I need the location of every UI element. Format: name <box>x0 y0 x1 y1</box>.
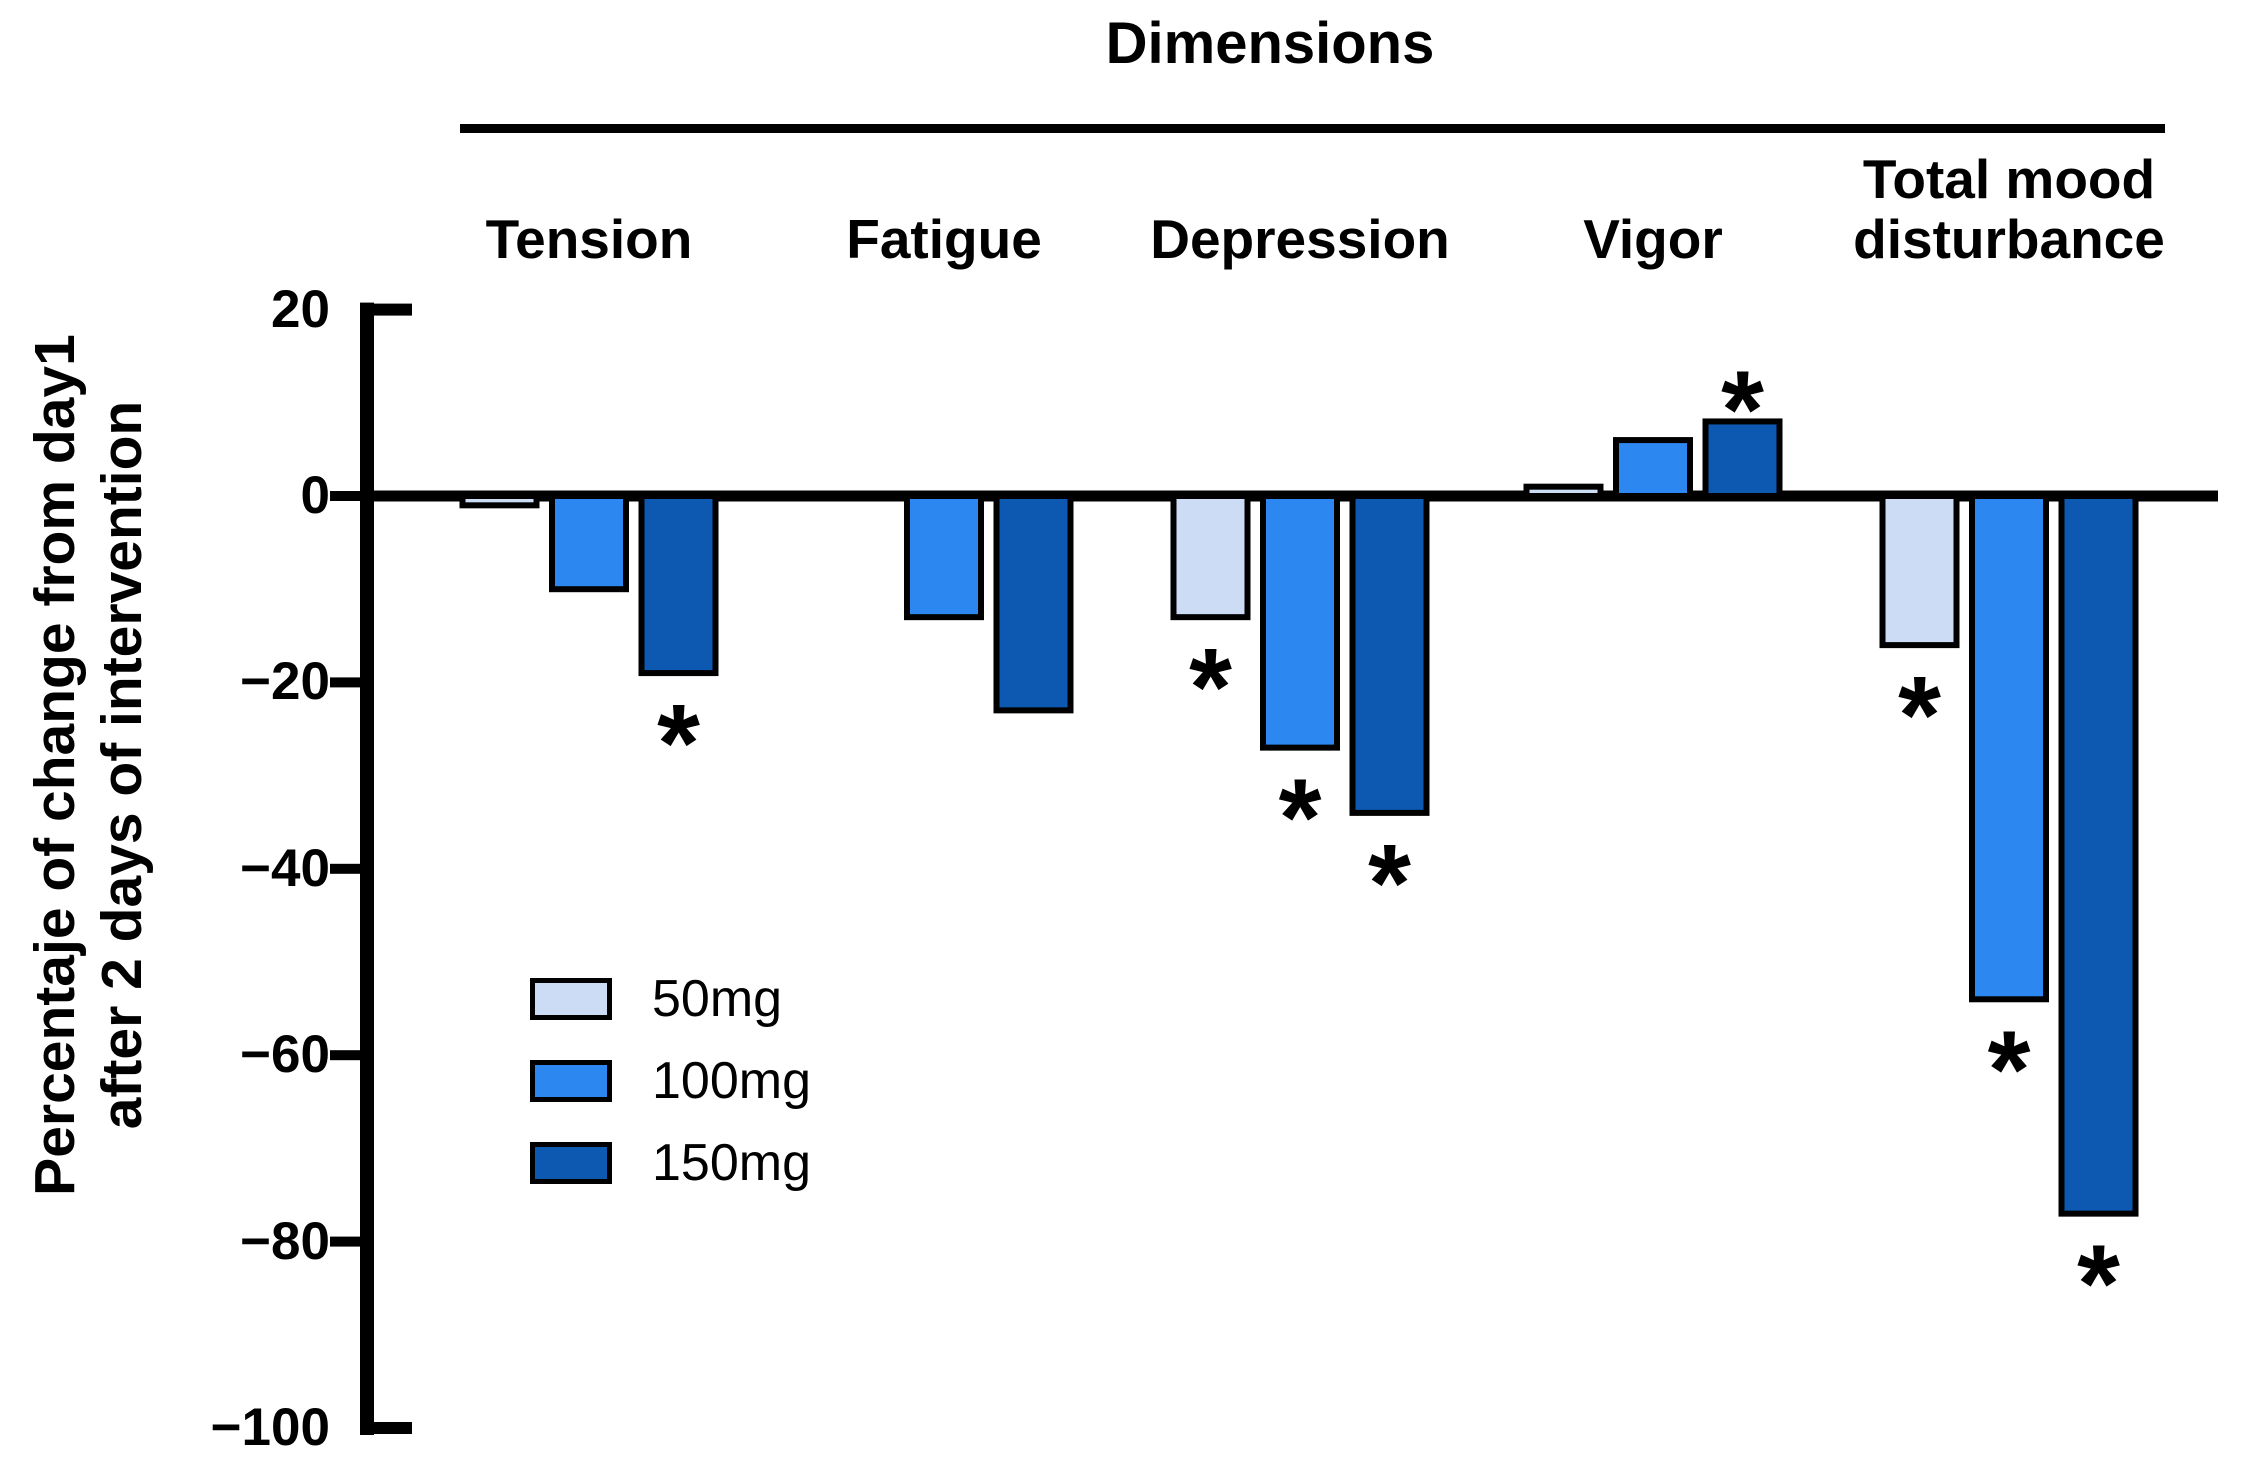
sig-asterisk-depression-100mg: * <box>1279 757 1322 880</box>
y-axis-bottom-cap <box>360 1422 412 1434</box>
y-tick-label-neg60: −60 <box>240 1025 330 1084</box>
y-tick--60 <box>330 1050 360 1061</box>
legend-swatch-100mg <box>530 1060 612 1102</box>
category-label-total-mood-disturbance: Total mood disturbance <box>1853 148 2165 271</box>
y-axis-top-cap <box>360 303 412 316</box>
y-tick-label-20: 20 <box>271 280 330 339</box>
legend-label-100mg: 100mg <box>652 1052 811 1110</box>
dimensions-underline <box>460 124 2165 133</box>
bar-depression-100mg <box>1260 493 1340 751</box>
bar-total-mood-disturbance-100mg <box>1969 493 2049 1003</box>
legend-row-100mg: 100mg <box>530 1052 811 1110</box>
bar-tension-150mg <box>638 493 719 677</box>
bar-fatigue-150mg <box>993 493 1074 714</box>
y-axis-title-line1: Percentaje of change from day1 <box>23 334 87 1196</box>
y-tick-label-neg100: −100 <box>210 1398 330 1457</box>
bar-tension-100mg <box>549 493 629 593</box>
sig-asterisk-vigor-150mg: * <box>1721 348 1764 471</box>
y-tick-label-neg80: −80 <box>240 1212 330 1271</box>
bar-depression-150mg <box>1349 493 1430 816</box>
legend-swatch-150mg <box>530 1142 612 1184</box>
sig-asterisk-depression-150mg: * <box>1368 822 1411 945</box>
sig-asterisk-tension-150mg: * <box>657 682 700 805</box>
bar-vigor-150mg <box>1702 418 1783 499</box>
bar-vigor-100mg <box>1613 437 1693 499</box>
y-axis-line <box>360 302 374 1436</box>
bar-fatigue-100mg <box>904 493 984 621</box>
legend-label-150mg: 150mg <box>652 1134 811 1192</box>
sig-asterisk-total-mood-disturbance-150mg: * <box>2077 1223 2120 1346</box>
bar-total-mood-disturbance-50mg <box>1879 493 1960 649</box>
y-tick--80 <box>330 1236 360 1247</box>
y-axis-title: Percentaje of change from day1 after 2 d… <box>22 215 162 1315</box>
bar-vigor-50mg <box>1523 483 1604 499</box>
category-label-fatigue: Fatigue <box>846 208 1042 271</box>
y-tick-label-0: 0 <box>300 466 330 525</box>
y-tick--40 <box>330 863 360 874</box>
bar-depression-50mg <box>1170 493 1251 621</box>
legend-row-50mg: 50mg <box>530 970 811 1028</box>
y-tick--20 <box>330 677 360 688</box>
y-tick-0 <box>330 491 360 501</box>
sig-asterisk-total-mood-disturbance-100mg: * <box>1988 1008 2031 1131</box>
y-tick-label-neg20: −20 <box>240 652 330 711</box>
legend-swatch-50mg <box>530 978 612 1020</box>
bar-total-mood-disturbance-150mg <box>2058 493 2139 1217</box>
legend-label-50mg: 50mg <box>652 970 783 1028</box>
bar-tension-50mg <box>459 493 540 509</box>
chart-title: Dimensions <box>1105 11 1435 76</box>
category-label-vigor: Vigor <box>1583 208 1723 271</box>
sig-asterisk-total-mood-disturbance-50mg: * <box>1898 654 1941 777</box>
legend: 50mg 100mg 150mg <box>530 970 811 1192</box>
y-tick-label-neg40: −40 <box>240 839 330 898</box>
category-label-depression: Depression <box>1150 208 1450 271</box>
category-label-tension: Tension <box>485 208 693 271</box>
y-axis-title-line2: after 2 days of intervention <box>90 400 155 1130</box>
sig-asterisk-depression-50mg: * <box>1189 626 1232 749</box>
legend-row-150mg: 150mg <box>530 1134 811 1192</box>
